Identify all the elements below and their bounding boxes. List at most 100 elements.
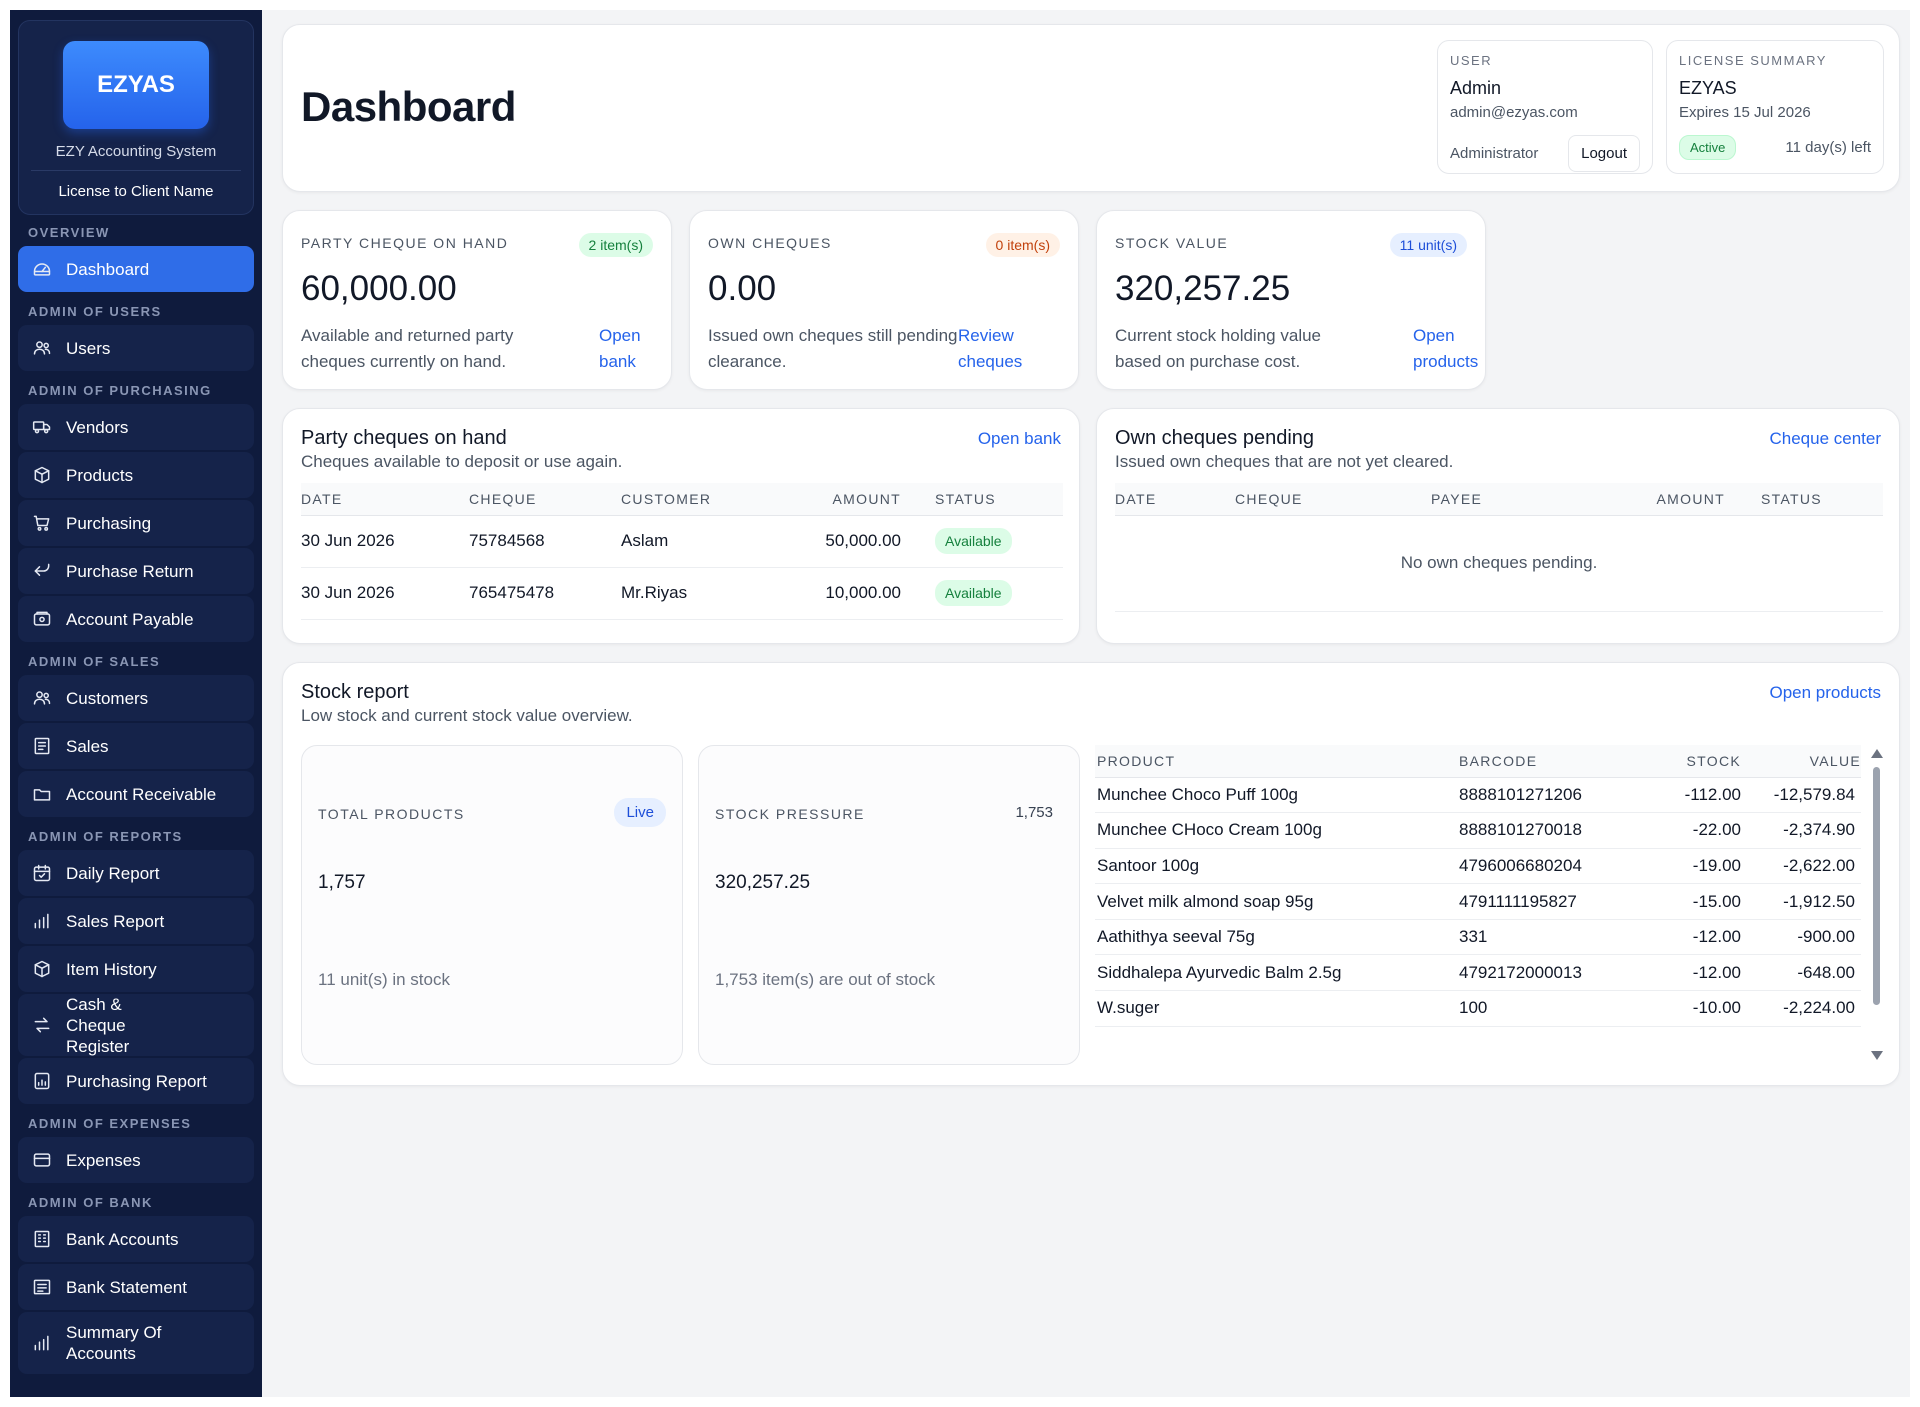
column-header[interactable]: BARCODE [1459,745,1635,778]
stat-caption: STOCK PRESSURE [715,806,865,822]
sidebar-item-label: Cash & Cheque Register [66,994,130,1056]
sidebar-item-sales[interactable]: Sales [18,723,254,769]
sidebar-item-label: Account Receivable [66,784,217,804]
column-header[interactable]: CHEQUE [1235,483,1431,516]
sidebar-item-label: Expenses [66,1150,141,1170]
cheque-amount: 10,000.00 [781,567,901,620]
kpi-stock-value-card: STOCK VALUE 11 unit(s) 320,257.25 Curren… [1096,210,1486,390]
page-title: Dashboard [301,83,516,130]
license-caption: LICENSE SUMMARY [1679,53,1827,68]
party-cheques-panel: Party cheques on hand Cheques available … [282,408,1080,644]
open-bank-link[interactable]: Open bank [977,429,1061,448]
nav-section-label: ADMIN OF USERS [28,304,162,319]
sidebar-item-label: Purchasing [66,513,152,533]
kpi-value: 0.00 [708,269,777,308]
sidebar: EZYAS EZY Accounting System License to C… [10,10,262,1397]
box-icon [32,465,52,485]
stat-caption: TOTAL PRODUCTS [318,806,465,822]
product-value: -648.00 [1741,954,1861,992]
scrollbar-thumb[interactable] [1873,767,1880,1005]
nav-section-label: ADMIN OF REPORTS [28,829,183,844]
product-value: -1,912.50 [1741,883,1861,920]
receipt-icon [32,736,52,756]
kpi-description: Current stock holding value based on pur… [1115,326,1322,371]
product-stock: -19.00 [1635,848,1741,885]
sidebar-item-dashboard[interactable]: Dashboard [18,246,254,292]
column-header[interactable]: DATE [301,483,469,516]
open-products-link[interactable]: Open products [1413,326,1479,371]
sidebar-item-account-receivable[interactable]: Account Receivable [18,771,254,817]
sidebar-item-sales-report[interactable]: Sales Report [18,898,254,944]
column-header[interactable]: STATUS [901,483,1063,516]
sidebar-item-purchasing-report[interactable]: Purchasing Report [18,1058,254,1104]
column-header[interactable]: DATE [1115,483,1235,516]
sidebar-item-cash-cheque-register[interactable]: Cash & Cheque Register [18,994,254,1056]
kpi-caption: OWN CHEQUES [708,235,832,251]
dashboard-icon [32,259,52,279]
truck-icon [32,417,52,437]
panel-title: Own cheques pending [1115,427,1315,449]
scroll-down-arrow-icon[interactable] [1871,1051,1883,1060]
sidebar-item-customers[interactable]: Customers [18,675,254,721]
main-content: Dashboard USER Admin admin@ezyas.com Adm… [262,10,1910,1397]
sidebar-item-summary-of-accounts[interactable]: Summary Of Accounts [18,1312,254,1374]
license-expiry: Expires 15 Jul 2026 [1679,104,1811,121]
sidebar-item-account-payable[interactable]: Account Payable [18,596,254,642]
sidebar-item-purchase-return[interactable]: Purchase Return [18,548,254,594]
open-products-link[interactable]: Open products [1769,683,1881,702]
product-name: Siddhalepa Ayurvedic Balm 2.5g [1095,954,1459,992]
own-cheques-table: DATE CHEQUE PAYEE AMOUNT STATUS No own c… [1115,483,1883,612]
sidebar-item-users[interactable]: Users [18,325,254,371]
table-row[interactable]: Munchee Choco Puff 100g 8888101271206 -112… [1095,777,1861,814]
sidebar-item-expenses[interactable]: Expenses [18,1137,254,1183]
table-row[interactable]: Aathithya seeval 75g 331 -12.00 -900.00 [1095,919,1861,956]
sidebar-item-daily-report[interactable]: Daily Report [18,850,254,896]
open-bank-link[interactable]: Open bank [599,326,641,371]
product-name: W.suger [1095,990,1459,1027]
column-header[interactable]: PAYEE [1431,483,1601,516]
review-cheques-link[interactable]: Review cheques [958,326,1023,371]
table-row[interactable]: Santoor 100g 4796006680204 -19.00 -2,622.00 [1095,848,1861,885]
sidebar-item-bank-statement[interactable]: Bank Statement [18,1264,254,1310]
product-name: Velvet milk almond soap 95g [1095,883,1459,920]
sidebar-item-label: Dashboard [66,259,150,279]
sidebar-item-purchasing[interactable]: Purchasing [18,500,254,546]
scroll-up-arrow-icon[interactable] [1871,749,1883,758]
column-header[interactable]: CUSTOMER [621,483,781,516]
license-status-badge: Active [1679,135,1737,160]
column-header[interactable]: AMOUNT [1601,483,1725,516]
return-arrow-icon [32,561,52,581]
sidebar-item-products[interactable]: Products [18,452,254,498]
table-row[interactable]: W.suger 100 -10.00 -2,224.00 [1095,990,1861,1027]
table-row[interactable]: 30 Jun 2026 75784568 Aslam 50,000.00 Ava… [301,515,1063,568]
product-stock: -12.00 [1635,954,1741,992]
table-row[interactable]: Velvet milk almond soap 95g 4791111195827… [1095,883,1861,920]
statement-icon [32,1277,52,1297]
product-barcode: 4791111195827 [1459,883,1635,920]
column-header[interactable]: STOCK [1635,745,1741,778]
sidebar-item-item-history[interactable]: Item History [18,946,254,992]
stat-note: 1,753 item(s) are out of stock [715,970,936,989]
column-header[interactable]: CHEQUE [469,483,621,516]
table-row[interactable]: Munchee CHoco Cream 100g 8888101270018 -22… [1095,812,1861,849]
column-header[interactable]: PRODUCT [1095,745,1459,778]
license-name: EZYAS [1679,78,1737,98]
sidebar-item-bank-accounts[interactable]: Bank Accounts [18,1216,254,1262]
table-row[interactable]: Siddhalepa Ayurvedic Balm 2.5g 4792172000… [1095,954,1861,992]
column-header[interactable]: VALUE [1741,745,1861,778]
column-header[interactable]: STATUS [1725,483,1883,516]
cheque-center-link[interactable]: Cheque center [1769,429,1881,448]
table-row[interactable]: 30 Jun 2026 765475478 Mr.Riyas 10,000.00… [301,567,1063,620]
logout-button[interactable]: Logout [1568,135,1640,172]
sidebar-item-label: Purchase Return [66,561,194,581]
stock-pressure-card: STOCK PRESSURE 1,753 320,257.25 1,753 it… [698,745,1080,1065]
sidebar-item-vendors[interactable]: Vendors [18,404,254,450]
live-badge: Live [614,798,666,827]
bar-chart-icon [32,911,52,931]
brand-logo[interactable]: EZYAS [63,41,209,129]
column-header[interactable]: AMOUNT [781,483,901,516]
table-row: No own cheques pending. [1115,515,1883,612]
calendar-icon [32,863,52,883]
stock-table-scrollbar[interactable] [1871,745,1883,1065]
kpi-count-badge: 0 item(s) [985,233,1060,257]
